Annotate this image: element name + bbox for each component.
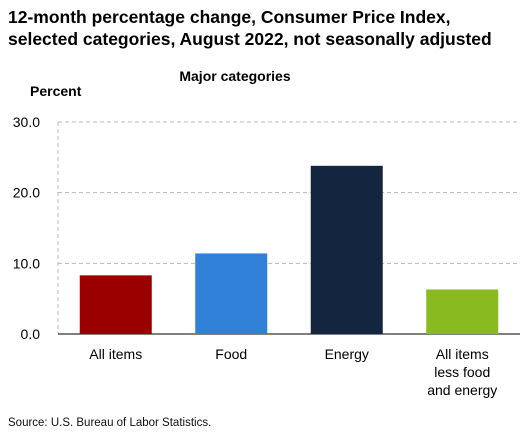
bar	[310, 165, 383, 334]
x-category-label: and energy	[427, 382, 497, 398]
bar	[195, 253, 268, 334]
x-category-label: Energy	[325, 346, 369, 362]
x-category-label: Food	[215, 346, 247, 362]
chart-title: 12-month percentage change, Consumer Pri…	[8, 6, 523, 50]
bar	[426, 289, 499, 334]
chart-title-line-1: 12-month percentage change, Consumer Pri…	[8, 7, 451, 27]
y-tick-label: 30.0	[13, 114, 40, 130]
chart-title-line-2: selected categories, August 2022, not se…	[8, 29, 492, 49]
bar	[79, 275, 152, 334]
y-tick-label: 20.0	[13, 185, 40, 201]
x-category-label: less food	[434, 364, 490, 380]
source-note: Source: U.S. Bureau of Labor Statistics.	[8, 417, 212, 429]
chart-subtitle: Major categories	[179, 68, 291, 84]
y-tick-label: 10.0	[13, 255, 40, 271]
x-category-label: All items	[89, 346, 142, 362]
y-tick-label: 0.0	[21, 326, 41, 342]
x-category-label: All items	[436, 346, 489, 362]
y-axis-label: Percent	[30, 83, 82, 99]
